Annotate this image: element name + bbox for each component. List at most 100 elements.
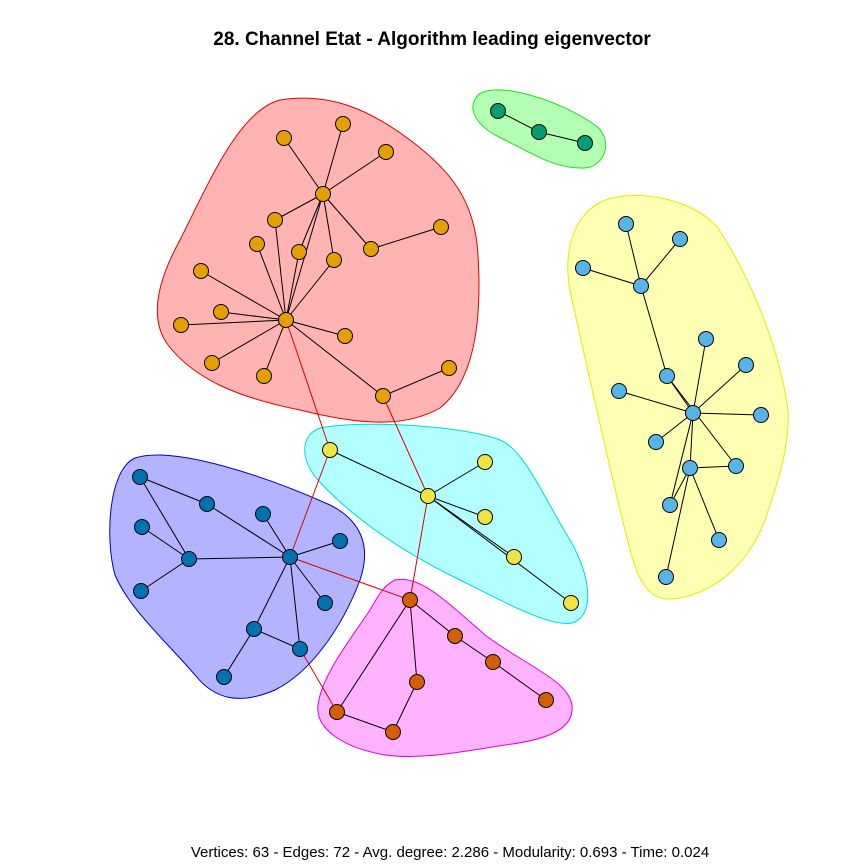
vertex-g1 <box>490 103 506 119</box>
vertex-s8 <box>611 383 627 399</box>
vertex-y2 <box>477 454 493 470</box>
vertex-o19 <box>441 360 457 376</box>
edge-s6-s9 <box>692 364 747 414</box>
vertex-o18 <box>375 388 391 404</box>
vertex-s6 <box>738 357 754 373</box>
vertex-s1 <box>618 216 634 232</box>
vertex-b11 <box>292 641 308 657</box>
vertex-y3 <box>420 488 436 504</box>
edge-o4-o7 <box>298 193 324 253</box>
edge-b3-b7 <box>262 513 291 558</box>
vertex-b7 <box>282 549 298 565</box>
inter-community-edge-b11-v6 <box>299 648 338 713</box>
edge-o16-o14 <box>211 319 287 364</box>
inter-community-edge-y3-v1 <box>409 495 429 601</box>
vertex-b12 <box>216 669 232 685</box>
vertex-y4 <box>477 509 493 525</box>
vertex-o1 <box>276 130 292 146</box>
vertex-o8 <box>326 252 342 268</box>
edge-o12-o14 <box>220 311 287 321</box>
vertex-s11 <box>648 434 664 450</box>
vertex-o10 <box>433 219 449 235</box>
vertex-o5 <box>267 212 283 228</box>
edge-s2-s4 <box>640 238 681 287</box>
inter-community-edge-y1-b7 <box>289 449 331 558</box>
edge-v3-v5 <box>492 661 547 701</box>
hull-yellow-community <box>567 194 789 600</box>
edge-s7-s13 <box>666 375 737 467</box>
vertex-b9 <box>317 595 333 611</box>
edge-o18-o19 <box>382 367 450 397</box>
vertex-v2 <box>447 628 463 644</box>
vertex-y5 <box>506 549 522 565</box>
inter-community-edge-o14-y1 <box>285 319 331 451</box>
vertex-o13 <box>173 317 189 333</box>
edge-y3-y4 <box>427 495 486 518</box>
edge-v1-v4 <box>409 599 418 683</box>
edge-b7-b9 <box>289 556 326 604</box>
vertex-o3 <box>378 144 394 160</box>
vertex-b10 <box>246 621 262 637</box>
vertex-b5 <box>332 533 348 549</box>
vertex-b3 <box>255 506 271 522</box>
edge-b2-b7 <box>206 503 291 558</box>
vertex-v4 <box>409 674 425 690</box>
edge-o7-o14 <box>285 251 300 321</box>
edge-s1-s4 <box>625 223 642 287</box>
vertex-b2 <box>199 496 215 512</box>
vertex-b8 <box>133 583 149 599</box>
edge-s12-s16 <box>665 467 691 578</box>
edge-v1-v6 <box>336 599 411 713</box>
vertex-o16 <box>204 355 220 371</box>
edge-s9-s14 <box>669 412 694 506</box>
hull-blue-community <box>109 454 365 699</box>
edge-b5-b7 <box>289 540 341 558</box>
edge-b10-b11 <box>253 628 301 650</box>
vertex-s14 <box>662 497 678 513</box>
edge-o17-o14 <box>263 319 287 377</box>
edge-b1-b6 <box>139 476 190 560</box>
vertex-o14 <box>278 312 294 328</box>
vertex-o12 <box>213 304 229 320</box>
vertex-s15 <box>711 532 727 548</box>
vertex-v7 <box>385 724 401 740</box>
vertex-s13 <box>728 458 744 474</box>
edge-b7-b11 <box>289 556 301 650</box>
vertex-o4 <box>315 186 331 202</box>
hull-magenta-community <box>317 578 573 758</box>
vertex-v3 <box>485 654 501 670</box>
vertex-o7 <box>291 244 307 260</box>
edge-v1-v2 <box>409 599 456 637</box>
vertex-s5 <box>698 331 714 347</box>
vertex-y1 <box>322 442 338 458</box>
vertex-o15 <box>337 328 353 344</box>
edge-o4-o9 <box>322 193 372 250</box>
vertex-g3 <box>577 135 593 151</box>
vertex-o17 <box>256 368 272 384</box>
graph-statistics: Vertices: 63 - Edges: 72 - Avg. degree: … <box>190 844 710 861</box>
edge-o11-o14 <box>200 270 287 321</box>
edge-s9-s10 <box>692 412 762 416</box>
hull-red-community <box>156 97 480 423</box>
edge-s3-s4 <box>582 267 642 287</box>
edge-s9-s12 <box>689 412 694 469</box>
vertex-o9 <box>363 241 379 257</box>
vertex-b4 <box>134 519 150 535</box>
edge-o1-o4 <box>283 137 324 195</box>
vertex-s4 <box>633 278 649 294</box>
vertex-o11 <box>193 263 209 279</box>
edge-o9-o10 <box>370 226 442 250</box>
vertex-y6 <box>563 595 579 611</box>
edge-o13-o14 <box>180 319 287 326</box>
edge-b6-b7 <box>188 556 291 560</box>
edge-b1-b2 <box>139 476 208 505</box>
edge-s4-s7 <box>640 285 668 377</box>
edge-b10-b12 <box>223 628 255 678</box>
vertex-s10 <box>753 407 769 423</box>
edge-o5-o4 <box>274 193 324 221</box>
vertex-s12 <box>682 460 698 476</box>
edge-o14-o15 <box>285 319 346 337</box>
edge-b4-b6 <box>141 526 190 560</box>
edge-y2-y3 <box>427 461 486 497</box>
